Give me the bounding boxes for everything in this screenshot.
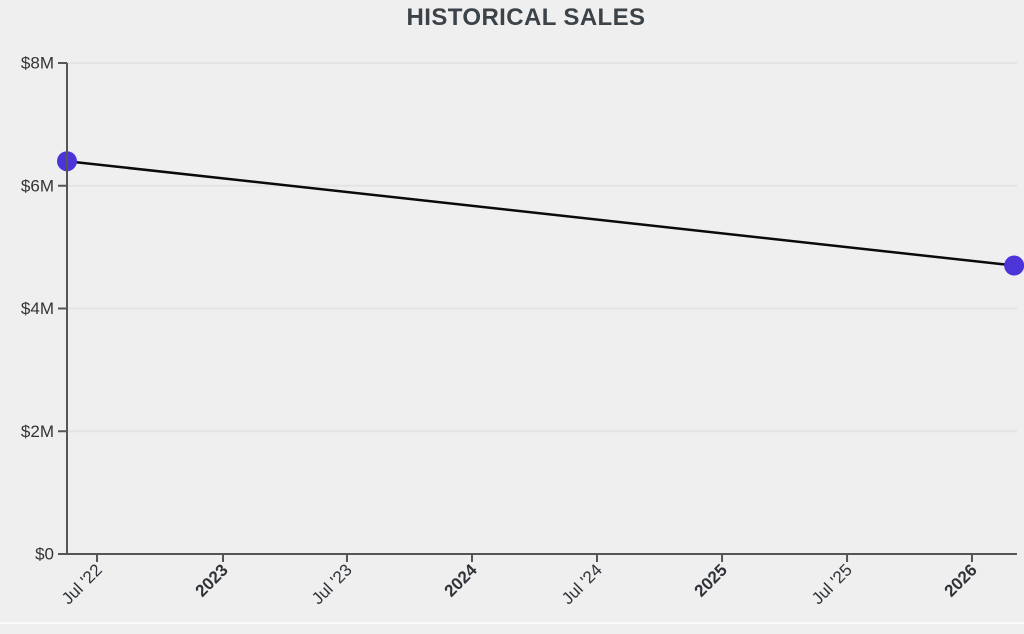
x-tick-label: 2026 [941, 560, 981, 600]
y-tick-label: $6M [21, 176, 54, 195]
chart-title: HISTORICAL SALES [406, 4, 646, 31]
x-tick-label: Jul '25 [808, 560, 856, 608]
y-tick-label: $8M [21, 54, 54, 73]
y-tick-label: $2M [21, 422, 54, 441]
x-tick-label: Jul '24 [558, 560, 606, 608]
x-tick-label: 2025 [691, 560, 731, 600]
series-line [65, 159, 1016, 267]
x-tick-label: Jul '22 [58, 560, 106, 608]
y-tick-label: $0 [35, 545, 54, 564]
x-tick-label: 2024 [441, 560, 482, 601]
x-tick-label: 2023 [192, 560, 232, 600]
x-tick-label: Jul '23 [308, 560, 356, 608]
data-point-marker[interactable] [1004, 255, 1024, 276]
y-tick-label: $4M [21, 299, 54, 318]
